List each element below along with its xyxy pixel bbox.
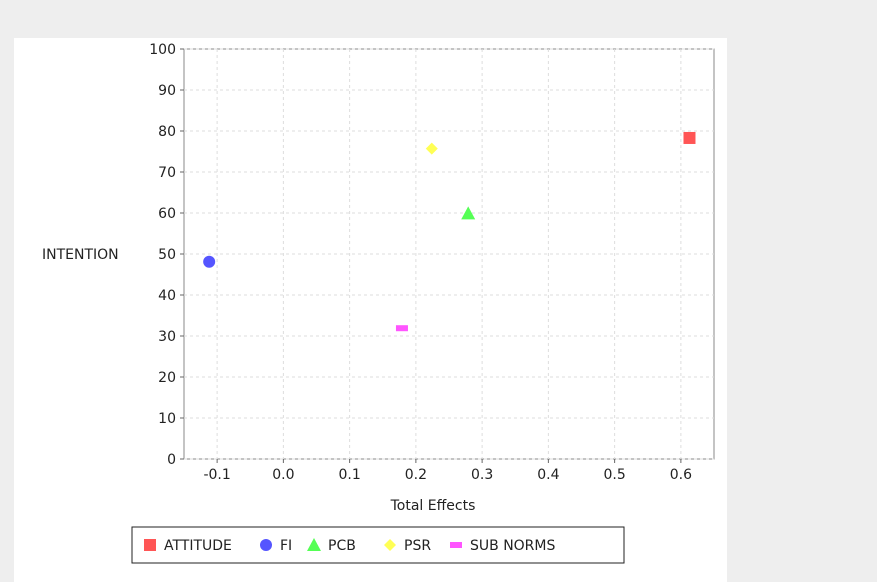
- data-point-fi: [203, 255, 216, 268]
- legend-marker-sub-norms: [450, 542, 462, 548]
- grid-lines: [184, 48, 714, 460]
- y-tick-label: 90: [158, 83, 176, 99]
- y-tick-label: 30: [158, 329, 176, 345]
- data-point-pcb: [461, 206, 476, 220]
- legend-marker-fi: [260, 539, 272, 551]
- legend-label-fi: FI: [280, 538, 292, 554]
- y-tick-label: 70: [158, 165, 176, 181]
- chart-panel: -0.1 0.0 0.1 0.2 0.3 0.4 0.5 0.6 0 10 20 30 40 50 60 70…: [14, 38, 727, 582]
- legend-label-attitude: ATTITUDE: [164, 538, 232, 554]
- x-tick-label: 0.2: [405, 467, 427, 483]
- data-point-sub-norms: [395, 325, 408, 332]
- scatter-chart: -0.1 0.0 0.1 0.2 0.3 0.4 0.5 0.6 0 10 20 30 40 50 60 70…: [42, 42, 715, 564]
- y-tick-label: 100: [149, 42, 176, 58]
- y-tick-label: 50: [158, 247, 176, 263]
- x-tick-label: 0.0: [272, 467, 294, 483]
- y-tick-label: 40: [158, 288, 176, 304]
- data-point-attitude: [683, 131, 696, 144]
- legend-marker-pcb: [307, 538, 321, 551]
- legend-box: [131, 526, 625, 564]
- data-points: [203, 131, 696, 332]
- x-tick-label: 0.1: [338, 467, 360, 483]
- legend: ATTITUDE FI PCB PSR SUB NORMS: [131, 526, 625, 564]
- x-axis-title: Total Effects: [390, 498, 476, 514]
- y-tick-label: 20: [158, 370, 176, 386]
- legend-label-pcb: PCB: [328, 538, 356, 554]
- y-tick-label: 10: [158, 411, 176, 427]
- axes: [180, 48, 682, 463]
- y-axis-title: INTENTION: [42, 247, 119, 263]
- x-tick-label: 0.6: [670, 467, 692, 483]
- x-tick-label: 0.3: [471, 467, 493, 483]
- y-tick-label: 80: [158, 124, 176, 140]
- y-tick-label: 60: [158, 206, 176, 222]
- legend-marker-psr: [384, 539, 396, 551]
- y-tick-label: 0: [167, 452, 176, 468]
- tick-labels: -0.1 0.0 0.1 0.2 0.3 0.4 0.5 0.6 0 10 20 30 40 50 60 70…: [149, 42, 692, 483]
- legend-label-sub-norms: SUB NORMS: [470, 538, 555, 554]
- x-tick-label: 0.4: [537, 467, 559, 483]
- x-tick-label: 0.5: [603, 467, 625, 483]
- x-tick-label: -0.1: [203, 467, 230, 483]
- legend-label-psr: PSR: [404, 538, 431, 554]
- data-point-psr: [425, 142, 438, 155]
- legend-marker-attitude: [144, 539, 156, 551]
